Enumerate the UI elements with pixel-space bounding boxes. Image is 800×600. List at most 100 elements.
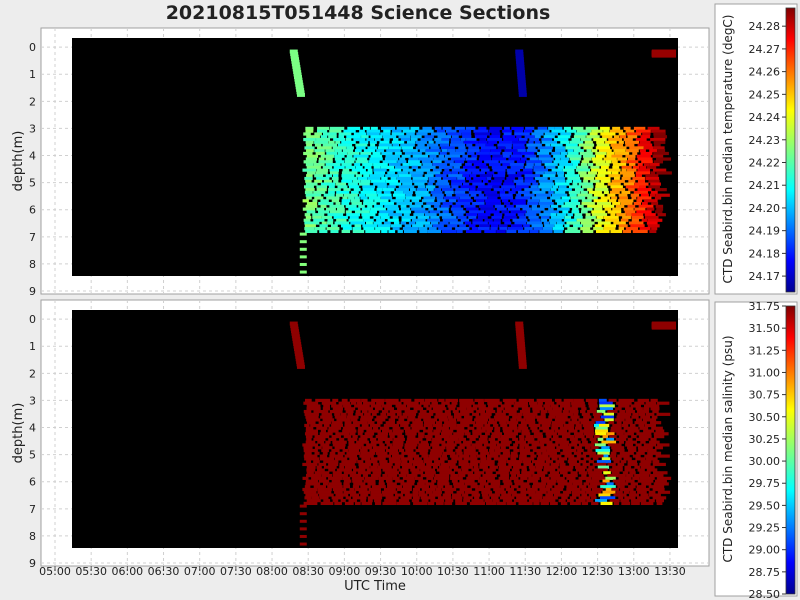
section-cell <box>428 176 442 181</box>
y-tick-label: 4 <box>29 150 36 163</box>
section-cell <box>548 190 554 195</box>
section-cell <box>434 188 442 192</box>
section-cell <box>637 163 643 167</box>
section-cell <box>614 151 630 156</box>
section-cell <box>325 207 336 211</box>
section-cell <box>516 418 525 422</box>
profile-mark <box>515 49 524 54</box>
temperature-colorbar-gradient <box>785 7 796 293</box>
section-cell <box>385 496 399 500</box>
section-cell <box>489 465 499 469</box>
profile-mark <box>517 75 526 80</box>
section-cell <box>330 210 345 214</box>
section-cell <box>395 165 409 169</box>
section-cell <box>571 401 585 405</box>
section-cell <box>612 126 621 131</box>
section-cell <box>479 462 495 467</box>
section-cell <box>474 132 490 136</box>
section-cell <box>404 446 417 450</box>
section-cell <box>305 193 322 197</box>
section-cell <box>377 421 383 425</box>
section-cell <box>393 221 400 225</box>
section-cell <box>622 215 631 220</box>
section-cell <box>484 499 493 503</box>
section-cell <box>400 471 409 475</box>
section-cell <box>617 157 628 161</box>
section-cell <box>493 213 503 217</box>
section-cell <box>622 471 629 475</box>
section-cell <box>405 440 420 444</box>
section-cell <box>608 398 617 403</box>
section-cell <box>399 157 406 161</box>
section-cell <box>574 435 585 439</box>
section-cell <box>332 146 346 150</box>
section-cell <box>384 157 399 161</box>
section-cell <box>588 493 596 497</box>
section-cell <box>494 490 506 494</box>
section-cell <box>444 501 453 506</box>
section-cell <box>645 401 657 405</box>
section-cell <box>369 140 377 144</box>
section-cell <box>653 432 669 436</box>
section-cell <box>628 448 637 453</box>
section-cell <box>639 185 646 189</box>
section-cell <box>623 457 632 461</box>
section-cell <box>532 482 547 486</box>
section-cell <box>528 215 539 220</box>
y-tick-label: 7 <box>29 503 36 516</box>
section-cell <box>647 451 662 455</box>
section-cell <box>486 409 496 414</box>
section-cell <box>370 437 377 441</box>
section-cell <box>430 132 446 136</box>
section-cell <box>472 201 485 206</box>
section-cell <box>641 482 652 486</box>
section-cell <box>431 440 446 444</box>
section-cell <box>383 423 399 428</box>
section-cell <box>564 229 581 234</box>
section-cell <box>534 129 550 133</box>
section-cell <box>642 201 648 206</box>
section-cell <box>557 213 567 217</box>
section-cell <box>396 126 410 131</box>
x-tick-label: 05:00 <box>39 565 71 578</box>
section-cell <box>360 151 372 156</box>
section-cell <box>656 476 672 480</box>
colorbar-tick-label: 24.20 <box>749 202 781 215</box>
section-cell <box>507 490 517 494</box>
section-cell <box>392 143 400 147</box>
section-cell <box>376 190 382 195</box>
section-cell <box>648 179 660 183</box>
section-cell <box>645 457 658 461</box>
section-cell <box>651 227 658 231</box>
section-cell <box>603 190 609 195</box>
section-cell <box>385 174 399 178</box>
section-cell <box>569 479 583 483</box>
section-cell <box>552 185 559 189</box>
section-cell <box>587 448 593 453</box>
section-cell <box>368 196 381 200</box>
section-cell <box>410 137 418 142</box>
section-cell <box>357 471 371 475</box>
section-cell <box>373 182 387 186</box>
section-cell <box>510 154 523 158</box>
section-cell <box>593 137 607 142</box>
section-cell <box>494 426 501 430</box>
profile-mark <box>292 64 301 69</box>
section-cell <box>542 451 557 455</box>
section-cell <box>595 421 606 425</box>
colorbar-tick-label: 24.22 <box>749 156 781 169</box>
section-cell <box>402 412 417 416</box>
section-cell <box>533 227 543 231</box>
section-cell <box>434 137 442 142</box>
section-cell <box>487 479 501 483</box>
section-cell <box>593 207 603 211</box>
section-cell <box>498 465 512 469</box>
section-cell <box>554 137 569 142</box>
section-cell <box>570 199 579 203</box>
section-cell <box>424 471 436 475</box>
profile-mark <box>518 364 527 369</box>
section-cell <box>519 451 535 455</box>
section-cell <box>359 140 369 144</box>
section-cell <box>442 176 457 181</box>
section-cell <box>470 485 479 489</box>
